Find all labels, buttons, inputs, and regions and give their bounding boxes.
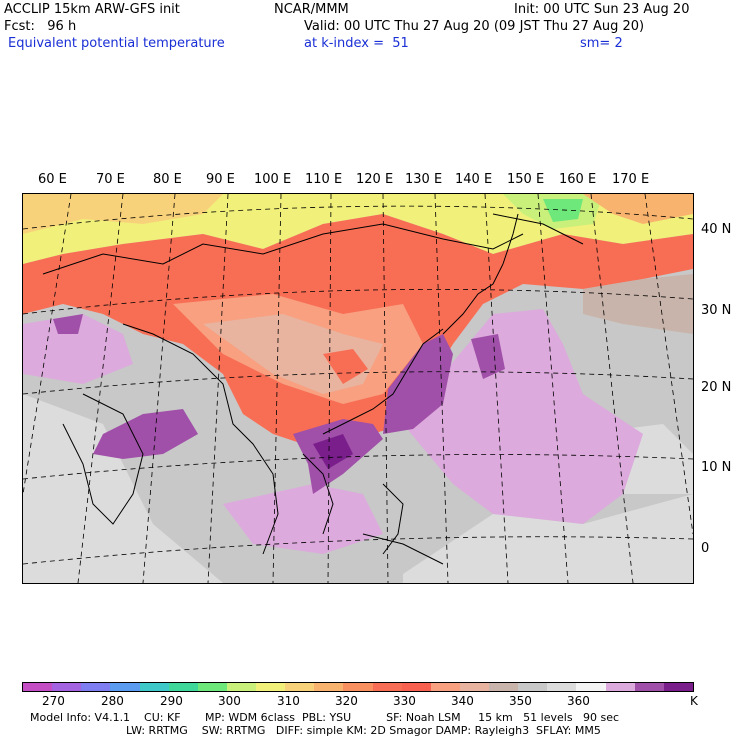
colorbar bbox=[22, 682, 694, 692]
colorbar-swatch bbox=[401, 683, 431, 691]
colorbar-label: 280 bbox=[101, 694, 124, 708]
lat-label: 40 N bbox=[701, 222, 732, 237]
lat-label: 20 N bbox=[701, 380, 732, 395]
colorbar-swatch bbox=[168, 683, 198, 691]
physics-info: LW: RRTMG SW: RRTMG DIFF: simple KM: 2D … bbox=[126, 724, 601, 737]
colorbar-swatch bbox=[430, 683, 460, 691]
lon-label: 110 E bbox=[305, 172, 343, 187]
field-region-purple bbox=[383, 334, 453, 434]
lon-label: 170 E bbox=[612, 172, 650, 187]
field-region-purple bbox=[53, 314, 83, 334]
colorbar-swatch bbox=[489, 683, 519, 691]
field-region-lilac bbox=[403, 309, 643, 524]
lon-label: 80 E bbox=[153, 172, 182, 187]
lon-label: 130 E bbox=[405, 172, 443, 187]
colorbar-swatch bbox=[372, 683, 402, 691]
field-region-light bbox=[403, 494, 693, 583]
field-region-light bbox=[23, 394, 223, 583]
colorbar-swatch bbox=[605, 683, 635, 691]
lon-label: 140 E bbox=[455, 172, 493, 187]
lon-label: 160 E bbox=[559, 172, 597, 187]
model-title: ACCLIP 15km ARW-GFS init bbox=[4, 2, 180, 17]
field-region-purple bbox=[471, 334, 505, 379]
colorbar-label: 330 bbox=[393, 694, 416, 708]
colorbar-swatch bbox=[81, 683, 111, 691]
field-region-darkpurple bbox=[313, 434, 353, 469]
smoothing-value: sm= 2 bbox=[580, 36, 623, 51]
institution-label: NCAR/MMM bbox=[274, 2, 349, 17]
field-region-tan bbox=[583, 274, 693, 334]
colorbar-label: 290 bbox=[160, 694, 183, 708]
colorbar-label: 340 bbox=[451, 694, 474, 708]
theta-e-map bbox=[22, 193, 694, 584]
colorbar-unit: K bbox=[690, 694, 698, 708]
field-region-green bbox=[543, 199, 583, 222]
colorbar-swatch bbox=[576, 683, 606, 691]
colorbar-label: 320 bbox=[335, 694, 358, 708]
k-index: at k-index = 51 bbox=[304, 36, 409, 51]
colorbar-swatch bbox=[285, 683, 315, 691]
field-region-orange bbox=[23, 194, 223, 234]
colorbar-swatch bbox=[459, 683, 489, 691]
lon-label: 150 E bbox=[507, 172, 545, 187]
colorbar-swatch bbox=[256, 683, 286, 691]
colorbar-swatch bbox=[663, 683, 693, 691]
colorbar-swatch bbox=[314, 683, 344, 691]
colorbar-label: 360 bbox=[567, 694, 590, 708]
colorbar-swatch bbox=[343, 683, 373, 691]
field-region-red bbox=[323, 349, 368, 384]
colorbar-swatch bbox=[634, 683, 664, 691]
colorbar-swatch bbox=[23, 683, 53, 691]
map-canvas bbox=[23, 194, 693, 583]
field-region-lilac bbox=[223, 484, 383, 554]
lon-label: 90 E bbox=[206, 172, 235, 187]
lon-label: 60 E bbox=[38, 172, 67, 187]
colorbar-label: 310 bbox=[277, 694, 300, 708]
field-region-lilac bbox=[23, 314, 133, 384]
colorbar-label: 350 bbox=[509, 694, 532, 708]
lon-label: 100 E bbox=[254, 172, 292, 187]
lat-label: 0 bbox=[701, 541, 710, 556]
colorbar-swatch bbox=[518, 683, 548, 691]
colorbar-swatch bbox=[110, 683, 140, 691]
lon-label: 120 E bbox=[356, 172, 394, 187]
lat-label: 30 N bbox=[701, 303, 732, 318]
colorbar-swatch bbox=[52, 683, 82, 691]
graticule bbox=[23, 194, 693, 583]
lon-label: 70 E bbox=[96, 172, 125, 187]
init-time: Init: 00 UTC Sun 23 Aug 20 bbox=[514, 2, 690, 17]
forecast-hour: Fcst: 96 h bbox=[4, 19, 77, 34]
colorbar-swatch bbox=[547, 683, 577, 691]
valid-time: Valid: 00 UTC Thu 27 Aug 20 (09 JST Thu … bbox=[304, 19, 645, 34]
colorbar-swatch bbox=[139, 683, 169, 691]
coastlines bbox=[42, 213, 584, 565]
colorbar-label: 300 bbox=[218, 694, 241, 708]
colorbar-label: 270 bbox=[42, 694, 65, 708]
field-region-purple bbox=[93, 409, 198, 459]
colorbar-swatch bbox=[197, 683, 227, 691]
model-info: Model Info: V4.1.1 CU: KF MP: WDM 6class… bbox=[30, 711, 620, 724]
field-name: Equivalent potential temperature bbox=[8, 36, 225, 51]
lat-label: 10 N bbox=[701, 460, 732, 475]
colorbar-swatch bbox=[226, 683, 256, 691]
